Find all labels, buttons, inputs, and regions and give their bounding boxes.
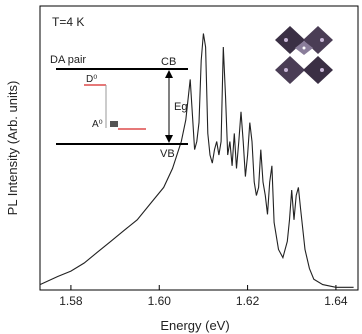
cb-label: CB bbox=[161, 56, 176, 68]
y-axis-label: PL Intensity (Arb. units) bbox=[5, 81, 20, 216]
x-tick-label: 1.60 bbox=[148, 294, 172, 308]
crystal-structure-icon bbox=[275, 26, 333, 84]
vb-label: VB bbox=[160, 148, 175, 160]
x-tick-label: 1.58 bbox=[59, 294, 83, 308]
band-diagram: T=4 K DA pair CB D⁰ A⁰ VB Eg bbox=[50, 15, 188, 160]
gap-label: Eg bbox=[174, 101, 187, 113]
x-tick-label: 1.64 bbox=[324, 294, 348, 308]
acceptor-dot bbox=[110, 121, 118, 127]
temperature-label: T=4 K bbox=[52, 15, 84, 29]
x-tick-label: 1.62 bbox=[236, 294, 260, 308]
acceptor-label: A⁰ bbox=[92, 119, 103, 130]
gap-arrow-head-up bbox=[165, 70, 173, 78]
da-pair-label: DA pair bbox=[50, 54, 86, 66]
gap-arrow-head-down bbox=[165, 135, 173, 143]
x-ticks: 1.58 1.60 1.62 1.64 bbox=[59, 285, 348, 308]
plot-frame bbox=[39, 5, 359, 291]
donor-label: D⁰ bbox=[86, 74, 97, 85]
x-axis-label: Energy (eV) bbox=[160, 318, 229, 333]
pl-spectrum-line bbox=[39, 33, 354, 288]
